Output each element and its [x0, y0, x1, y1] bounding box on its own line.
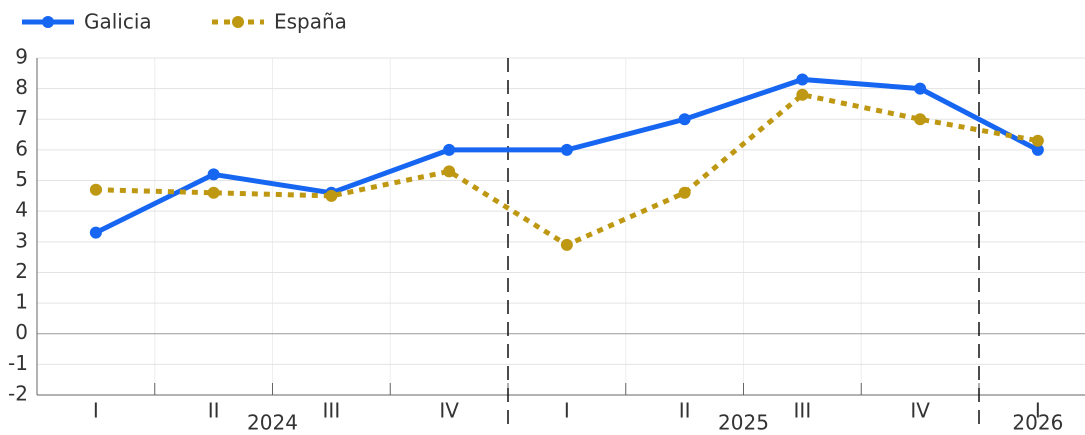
x-tick-label: II — [208, 399, 220, 423]
y-tick-label: -2 — [8, 382, 28, 406]
y-tick-label: 9 — [15, 45, 28, 69]
legend-label: Galicia — [84, 10, 152, 34]
point — [914, 113, 927, 126]
y-tick-label: -1 — [8, 351, 28, 375]
point — [89, 183, 102, 196]
point — [1031, 134, 1044, 147]
x-tick-label: IV — [910, 399, 930, 423]
point — [678, 186, 691, 199]
x-tick-label: I — [93, 399, 99, 423]
point — [89, 226, 102, 239]
point — [796, 88, 809, 101]
y-tick-label: 8 — [15, 75, 28, 99]
point — [678, 113, 691, 126]
y-tick-label: 3 — [15, 228, 28, 252]
x-tick-label: IV — [439, 399, 459, 423]
point — [207, 168, 220, 181]
y-tick-label: 0 — [15, 320, 28, 344]
group-label: 2026 — [1012, 411, 1063, 435]
series-line — [95, 92, 1039, 248]
x-tick-label: I — [564, 399, 570, 423]
point — [207, 186, 220, 199]
point — [325, 189, 338, 202]
point — [443, 143, 456, 156]
y-tick-label: 1 — [15, 290, 28, 314]
point — [1031, 143, 1044, 156]
point — [560, 238, 573, 251]
point — [914, 82, 927, 95]
group-label: 2025 — [718, 411, 769, 435]
x-tick-label: I — [1035, 399, 1041, 423]
x-tick-label: II — [679, 399, 691, 423]
y-tick-label: 2 — [15, 259, 28, 283]
point — [560, 143, 573, 156]
y-tick-label: 7 — [15, 106, 28, 130]
legend-marker — [42, 16, 54, 28]
series-line — [94, 76, 1040, 235]
point — [443, 165, 456, 178]
x-tick-label: III — [323, 399, 341, 423]
legend-marker — [232, 16, 244, 28]
y-tick-label: 4 — [15, 198, 28, 222]
y-tick-label: 6 — [15, 136, 28, 160]
x-tick-label: III — [794, 399, 812, 423]
y-tick-label: 5 — [15, 167, 28, 191]
legend-label: España — [274, 10, 347, 34]
group-label: 2024 — [247, 411, 298, 435]
point — [796, 73, 809, 86]
